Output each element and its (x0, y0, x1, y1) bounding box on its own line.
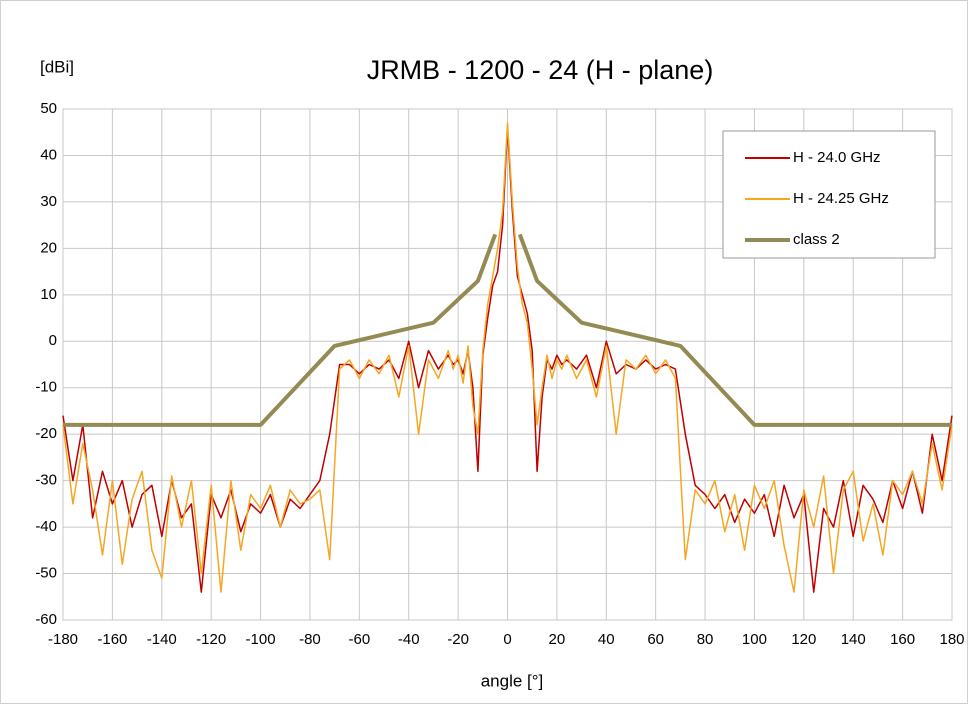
x-tick-label: 80 (697, 631, 714, 648)
series-line (62, 122, 953, 593)
y-tick-label: 30 (40, 193, 57, 210)
y-tick-label: 40 (40, 146, 57, 163)
x-tick-label: -80 (299, 631, 321, 648)
y-tick-label: -40 (35, 518, 57, 535)
y-axis-label: [dBi] (40, 57, 74, 76)
x-tick-label: 20 (549, 631, 566, 648)
plot-border (62, 108, 953, 621)
x-tick-label: -180 (48, 631, 78, 648)
x-tick-label: 40 (598, 631, 615, 648)
y-tick-label: 10 (40, 286, 57, 303)
y-tick-label: -20 (35, 425, 57, 442)
x-tick-label: 120 (791, 631, 816, 648)
x-tick-label: 60 (647, 631, 664, 648)
y-tick-label: 50 (40, 100, 57, 117)
x-tick-label: -40 (398, 631, 420, 648)
x-tick-label: 100 (742, 631, 767, 648)
x-tick-label: 0 (503, 631, 511, 648)
series-line (63, 233, 952, 427)
legend-label: class 2 (793, 231, 840, 248)
y-tick-label: -10 (35, 379, 57, 396)
y-tick-label: -30 (35, 472, 57, 489)
x-tick-label: 160 (890, 631, 915, 648)
y-tick-label: -50 (35, 565, 57, 582)
x-tick-label: -20 (447, 631, 469, 648)
x-tick-label: 140 (841, 631, 866, 648)
x-tick-label: -140 (147, 631, 177, 648)
x-tick-label: 180 (939, 631, 964, 648)
x-tick-label: -60 (348, 631, 370, 648)
x-tick-label: -120 (196, 631, 226, 648)
x-tick-label: -160 (97, 631, 127, 648)
y-tick-label: -60 (35, 611, 57, 628)
y-tick-label: 20 (40, 239, 57, 256)
chart-title: JRMB - 1200 - 24 (H - plane) (367, 55, 714, 85)
y-tick-label: 0 (49, 332, 57, 349)
legend-label: H - 24.0 GHz (793, 149, 881, 166)
legend-box (722, 130, 936, 259)
x-tick-label: -100 (246, 631, 276, 648)
x-axis-label: angle [°] (481, 671, 544, 690)
legend-label: H - 24.25 GHz (793, 190, 889, 207)
